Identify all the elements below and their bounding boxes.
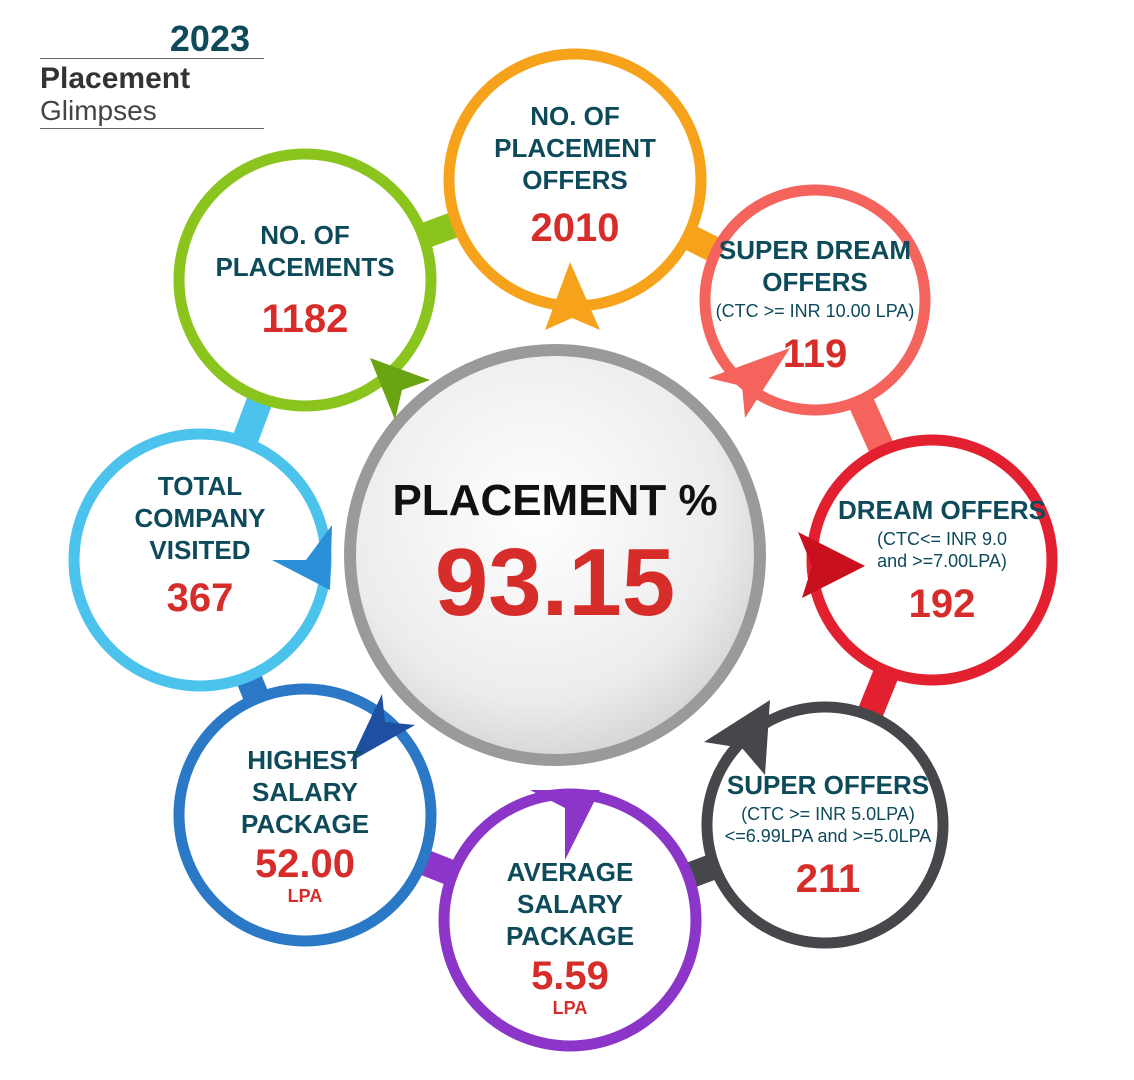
card-average-salary: AVERAGE SALARY PACKAGE 5.59 LPA: [465, 852, 675, 1022]
arrow-dream: [798, 532, 865, 598]
ring-super: [701, 701, 949, 949]
arrow-super: [704, 700, 770, 775]
card-value: 367: [166, 576, 234, 620]
card-dream-offers: DREAM OFFERS (CTC<= INR 9.0 and >=7.00LP…: [832, 485, 1052, 635]
card-value: 5.59: [531, 954, 609, 998]
card-highest-salary: HIGHEST SALARY PACKAGE 52.00 LPA: [200, 740, 410, 910]
center-circle: [344, 344, 766, 766]
card-label: AVERAGE SALARY PACKAGE: [505, 857, 635, 951]
card-note: (CTC >= INR 10.00 LPA): [715, 301, 915, 321]
placement-percent-value: 93.15: [434, 529, 676, 636]
arrow-highest: [350, 694, 415, 762]
header-title: Placement: [40, 62, 191, 95]
card-super-dream-offers: SUPER DREAM OFFERS (CTC >= INR 10.00 LPA…: [710, 220, 920, 390]
card-label: NO. OF PLACEMENT OFFERS: [494, 101, 656, 195]
card-super-offers: SUPER OFFERS (CTC >= INR 5.0LPA) <=6.99L…: [708, 760, 948, 910]
card-label: TOTAL COMPANY VISITED: [134, 471, 266, 565]
card-total-companies: TOTAL COMPANY VISITED 367: [95, 460, 305, 630]
card-note: (CTC >= INR 5.0LPA) <=6.99LPA and >=5.0L…: [724, 804, 932, 846]
arrow-placements: [370, 358, 430, 420]
card-value: 211: [795, 857, 861, 901]
card-label: SUPER OFFERS: [726, 770, 930, 800]
placement-percent-label: PLACEMENT %: [392, 476, 718, 525]
card-unit: LPA: [552, 998, 588, 1018]
card-no-of-placements: NO. OF PLACEMENTS 1182: [200, 210, 410, 350]
card-note: (CTC<= INR 9.0 and >=7.00LPA): [876, 529, 1008, 571]
card-unit: LPA: [287, 886, 323, 906]
card-label: SUPER DREAM OFFERS: [718, 235, 912, 297]
card-value: 192: [908, 582, 976, 626]
header-year: 2023: [40, 20, 264, 59]
card-placement-offers: NO. OF PLACEMENT OFFERS 2010: [455, 85, 695, 265]
card-label: HIGHEST SALARY PACKAGE: [240, 745, 370, 839]
card-value: 1182: [261, 297, 349, 341]
arrow-offers: [545, 262, 600, 330]
header-subtitle: Glimpses: [40, 96, 264, 129]
card-value: 2010: [530, 206, 620, 250]
arrow-superdream: [708, 348, 790, 418]
placement-percent-card: PLACEMENT % 93.15: [380, 455, 730, 655]
card-label: NO. OF PLACEMENTS: [215, 220, 395, 282]
card-label: DREAM OFFERS: [838, 495, 1046, 525]
card-value: 119: [782, 332, 848, 376]
header: 2023 Placement Glimpses: [40, 20, 264, 129]
ring-superdream: [699, 184, 931, 416]
card-value: 52.00: [254, 842, 356, 886]
arrow-companies: [272, 525, 332, 590]
arrow-average: [530, 790, 600, 860]
ring-placements: [173, 148, 437, 412]
ring-highest: [173, 683, 437, 947]
